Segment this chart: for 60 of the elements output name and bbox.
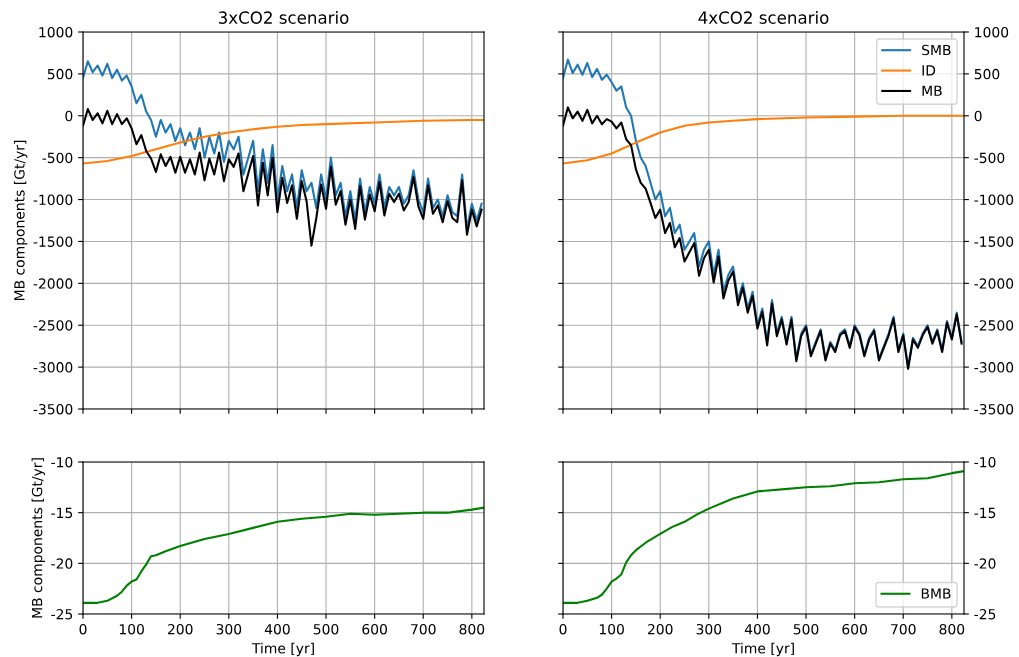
y-tick-label: -500: [974, 152, 1005, 164]
y-axis-title: MB components [Gt/yr]: [31, 458, 46, 618]
x-tick-label: 400: [744, 623, 770, 635]
y-tick-label: 1000: [39, 26, 73, 38]
y-tick-label: -25: [51, 608, 73, 620]
y-tick-label: -3500: [33, 403, 73, 415]
x-tick-label: 0: [559, 623, 567, 635]
y-tick-label: -20: [974, 558, 996, 569]
line-series: [563, 114, 964, 165]
x-tick-label: 300: [696, 623, 722, 635]
x-tick-label: 100: [599, 623, 624, 635]
x-axis-title: Time [yr]: [251, 642, 314, 657]
x-tick-label: 800: [459, 623, 485, 635]
y-tick-label: -2000: [974, 278, 1014, 289]
legend-label: SMB: [922, 44, 951, 56]
y-tick-label: -3500: [974, 403, 1014, 415]
y-tick-label: -1000: [974, 194, 1014, 206]
y-tick-label: -15: [974, 507, 996, 519]
legend-label: ID: [922, 65, 936, 76]
x-tick-label: 200: [167, 623, 193, 635]
y-tick-label: -3000: [33, 362, 73, 373]
y-tick-label: -500: [42, 152, 73, 164]
y-tick-label: -15: [51, 507, 73, 519]
x-tick-label: 700: [891, 623, 916, 635]
y-tick-label: -1500: [974, 236, 1014, 247]
x-tick-label: 700: [411, 623, 436, 635]
x-tick-label: 200: [647, 623, 673, 635]
y-tick-label: -20: [51, 558, 73, 569]
y-tick-label: -25: [974, 608, 996, 620]
y-tick-label: 1000: [975, 26, 1009, 38]
legend-label: BMB: [921, 588, 951, 599]
y-tick-label: -2500: [33, 320, 73, 331]
y-tick-label: -3000: [974, 362, 1014, 373]
x-tick-label: 800: [939, 623, 965, 635]
y-tick-label: -10: [51, 456, 73, 468]
x-tick-label: 600: [842, 623, 867, 635]
legend-label: MB: [922, 85, 942, 96]
y-tick-label: 0: [974, 110, 982, 122]
x-axis-title: Time [yr]: [731, 642, 794, 657]
chart-title: 3xCO2 scenario: [218, 11, 349, 24]
x-tick-label: 0: [79, 623, 87, 635]
x-tick-label: 400: [264, 623, 290, 635]
line-series: [83, 506, 484, 604]
y-tick-label: -1500: [33, 236, 73, 247]
chart-title: 4xCO2 scenario: [698, 11, 829, 24]
y-tick-label: -10: [974, 456, 996, 468]
line-series: [563, 470, 964, 604]
x-tick-label: 600: [362, 623, 387, 635]
y-tick-label: -2500: [974, 320, 1014, 331]
x-tick-label: 500: [793, 623, 819, 635]
y-tick-label: -2000: [33, 278, 73, 289]
y-axis-title: MB components [Gt/yr]: [13, 140, 28, 301]
x-tick-label: 100: [119, 623, 144, 635]
x-tick-label: 300: [216, 623, 242, 635]
y-tick-label: -1000: [33, 194, 73, 206]
line-series: [83, 118, 484, 165]
x-tick-label: 500: [313, 623, 339, 635]
y-tick-label: 500: [47, 68, 73, 80]
y-tick-label: 500: [974, 68, 1000, 80]
y-tick-label: 0: [65, 110, 73, 122]
